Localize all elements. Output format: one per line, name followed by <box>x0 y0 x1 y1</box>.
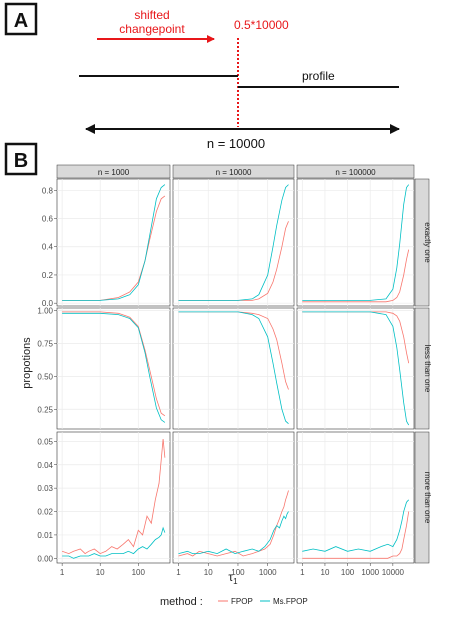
series-fpop <box>61 438 166 555</box>
legend: method : FPOP Ms.FPOP <box>160 596 308 608</box>
profile-label: profile <box>302 69 335 83</box>
facet-panel-1-2 <box>296 307 415 430</box>
x-tick-label: 1000 <box>259 568 277 577</box>
x-tick-label: 10000 <box>382 568 405 577</box>
shift-label-line1: shifted <box>134 8 169 22</box>
x-axis-title-main: τ <box>228 570 233 584</box>
y-tick-label: 0.6 <box>42 215 54 224</box>
series-ms-fpop <box>62 184 166 301</box>
row-strip-label: more than one <box>423 472 432 524</box>
facet-panel-1-1 <box>172 307 295 430</box>
x-tick-label: 100 <box>132 568 146 577</box>
series-ms-fpop <box>178 184 289 301</box>
series-ms-fpop <box>62 526 166 559</box>
row-strip-exactly-one <box>414 178 430 307</box>
x-tick-label: 100 <box>341 568 355 577</box>
facet-panel-2-2 <box>296 431 415 564</box>
series-fpop <box>302 311 410 364</box>
series-ms-fpop <box>302 499 409 552</box>
x-tick-label: 10 <box>96 568 105 577</box>
n-label: n = 10000 <box>207 136 265 151</box>
panel-background <box>172 178 295 307</box>
facet-panel-0-1 <box>172 178 295 307</box>
y-tick-label: 0.0 <box>42 299 54 308</box>
y-axis-title: propotions <box>21 337 33 389</box>
facet-panel-2-0 <box>56 431 171 564</box>
legend-label-msfpop: Ms.FPOP <box>273 597 308 606</box>
shift-label-line2: changepoint <box>119 22 185 36</box>
legend-title: method : <box>160 596 203 608</box>
y-tick-label: 0.02 <box>37 508 53 517</box>
changepoint-label: 0.5*10000 <box>234 18 289 32</box>
x-tick-label: 1 <box>176 568 181 577</box>
series-fpop <box>302 249 410 303</box>
series-ms-fpop <box>62 312 166 423</box>
series-ms-fpop <box>302 184 410 301</box>
panel-a-tag-box <box>4 2 38 36</box>
panel-background <box>296 178 415 307</box>
y-tick-label: 0.05 <box>37 437 53 446</box>
panel-a-tag: A <box>14 10 28 32</box>
y-tick-label: 0.03 <box>37 484 53 493</box>
column-strip-label: n = 10000 <box>216 168 252 177</box>
facet-panel-2-1 <box>172 431 295 564</box>
series-fpop <box>302 511 410 559</box>
y-tick-label: 0.4 <box>42 243 54 252</box>
facet-panel-0-0 <box>56 178 171 307</box>
x-tick-label: 10 <box>204 568 213 577</box>
panel-b: B n = 1000 n = 10000 n = 100000 exactly one… <box>4 142 432 608</box>
panel-background <box>56 307 171 430</box>
panel-background <box>296 431 415 564</box>
x-tick-label: 1 <box>300 568 305 577</box>
column-strip-0 <box>56 164 171 179</box>
row-strip-label: exactly one <box>423 222 432 263</box>
panel-a: A shifted changepoint 0.5*10000 profile … <box>4 2 400 151</box>
y-tick-label: 0.8 <box>42 186 54 195</box>
series-ms-fpop <box>178 311 289 424</box>
x-axis-title: τ1 <box>228 570 238 586</box>
series-fpop <box>62 311 166 417</box>
y-tick-label: 0.00 <box>37 554 53 563</box>
column-strip-label: n = 100000 <box>335 168 376 177</box>
y-tick-label: 0.50 <box>37 372 53 381</box>
column-strip-1 <box>172 164 295 179</box>
x-tick-label: 1000 <box>361 568 379 577</box>
row-strip-less-than-one <box>414 307 430 430</box>
row-strip-label: less than one <box>423 345 432 393</box>
legend-label-fpop: FPOP <box>231 597 253 606</box>
x-tick-label: 100 <box>231 568 245 577</box>
facet-grid: n = 1000 n = 10000 n = 100000 exactly one le… <box>37 164 432 577</box>
y-tick-label: 0.2 <box>42 271 54 280</box>
panel-background <box>172 431 295 564</box>
series-fpop <box>178 311 289 390</box>
facet-panel-1-0 <box>56 307 171 430</box>
y-tick-label: 0.04 <box>37 461 53 470</box>
facet-panel-0-2 <box>296 178 415 307</box>
y-tick-label: 1.00 <box>37 307 53 316</box>
column-strip-label: n = 1000 <box>98 168 130 177</box>
y-tick-label: 0.75 <box>37 340 53 349</box>
x-tick-label: 1 <box>60 568 65 577</box>
panel-background <box>56 178 171 307</box>
panel-background <box>296 307 415 430</box>
y-tick-label: 0.01 <box>37 531 53 540</box>
series-ms-fpop <box>302 311 410 426</box>
series-fpop <box>178 221 289 301</box>
panel-background <box>56 431 171 564</box>
panel-b-tag: B <box>14 150 28 172</box>
x-tick-label: 10 <box>321 568 330 577</box>
panel-b-tag-box <box>4 142 38 176</box>
y-tick-label: 0.25 <box>37 405 53 414</box>
panel-background <box>172 307 295 430</box>
x-axis-title-sub: 1 <box>233 577 238 586</box>
column-strip-2 <box>296 164 415 179</box>
row-strip-more-than-one <box>414 431 430 564</box>
series-ms-fpop <box>178 511 289 555</box>
